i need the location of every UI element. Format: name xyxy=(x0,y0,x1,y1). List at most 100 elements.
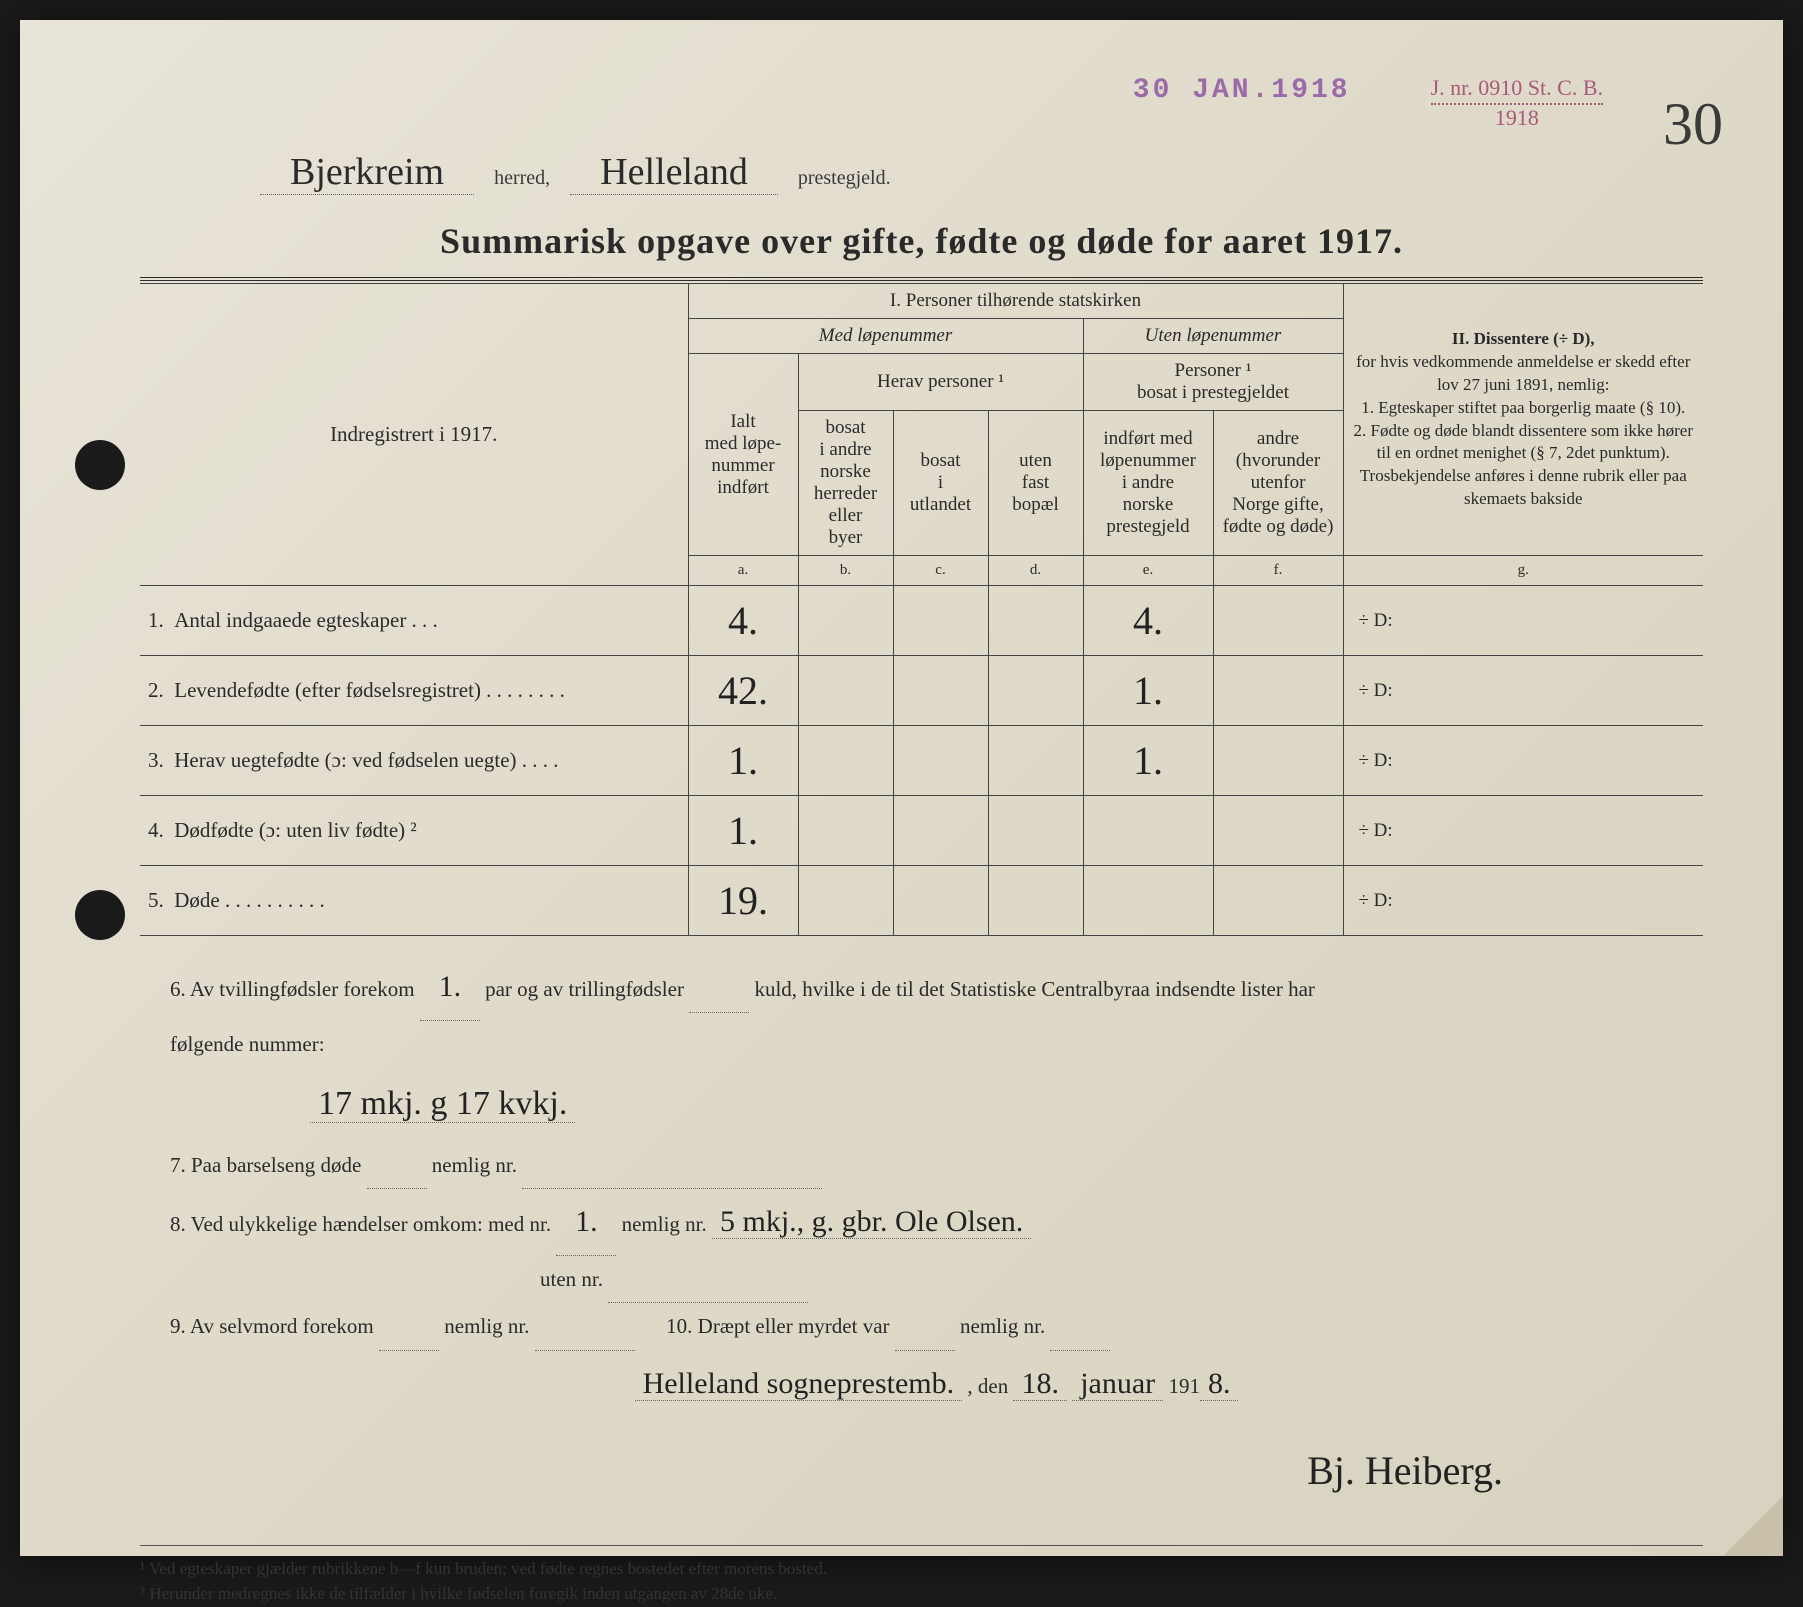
notes-block: 6. Av tvillingfødsler forekom 1. par og … xyxy=(140,954,1703,1515)
year-suffix: 8. xyxy=(1200,1367,1239,1401)
cell-c xyxy=(893,586,988,656)
q8-blank xyxy=(608,1256,808,1303)
folded-corner xyxy=(1723,1496,1783,1556)
q10a: 10. Dræpt eller myrdet var xyxy=(666,1314,889,1338)
table-body: 1. Antal indgaaede egteskaper . . .4.4.÷… xyxy=(140,586,1703,936)
q10-blank2 xyxy=(1050,1303,1110,1350)
cell-f xyxy=(1213,796,1343,866)
herav-personer: Herav personer ¹ xyxy=(798,354,1083,411)
cell-g: ÷ D: xyxy=(1343,726,1703,796)
q9a: 9. Av selvmord forekom xyxy=(170,1314,374,1338)
med-lopenummer-text: Med løpenummer xyxy=(819,325,953,346)
q6d: følgende nummer: xyxy=(170,1032,325,1056)
cell-c xyxy=(893,866,988,936)
place: Helleland sogneprestemb. xyxy=(635,1367,963,1401)
cell-g: ÷ D: xyxy=(1343,586,1703,656)
herred-value: Bjerkreim xyxy=(260,150,474,195)
place-date-line: Helleland sogneprestemb. , den 18. janua… xyxy=(170,1351,1703,1417)
cell-d xyxy=(988,866,1083,936)
section-II-header: II. Dissentere (÷ D), for hvis vedkommen… xyxy=(1343,284,1703,556)
col-d-header: uten fast bopæl xyxy=(988,411,1083,556)
table-head: Indregistrert i 1917. I. Personer tilhør… xyxy=(140,284,1703,586)
signature-line: Bj. Heiberg. xyxy=(170,1427,1703,1515)
cell-g: ÷ D: xyxy=(1343,866,1703,936)
punch-hole xyxy=(75,440,125,490)
q6a: 6. Av tvillingfødsler forekom xyxy=(170,977,415,1001)
col-a-header: Ialt med løpe- nummer indført xyxy=(688,354,798,556)
col-f-header: andre (hvorunder utenfor Norge gifte, fø… xyxy=(1213,411,1343,556)
cell-f xyxy=(1213,866,1343,936)
q6b: par og av trillingfødsler xyxy=(485,977,684,1001)
table-row: 2. Levendefødte (efter fødselsregistret)… xyxy=(140,656,1703,726)
date-stamp: 30 JAN.1918 xyxy=(1133,75,1351,106)
q8-line: 8. Ved ulykkelige hændelser omkom: med n… xyxy=(170,1189,1703,1256)
row-label: 3. Herav uegtefødte (ɔ: ved fødselen ueg… xyxy=(140,726,688,796)
q8-val: 5 mkj., g. gbr. Ole Olsen. xyxy=(712,1205,1031,1239)
document-page: 30 JAN.1918 J. nr. 0910 St. C. B. 1918 3… xyxy=(20,20,1783,1556)
section-I-header: I. Personer tilhørende statskirken xyxy=(688,284,1343,319)
q9-blank xyxy=(379,1303,439,1350)
cell-f xyxy=(1213,586,1343,656)
prestegjeld-value: Helleland xyxy=(570,150,778,195)
main-table: Indregistrert i 1917. I. Personer tilhør… xyxy=(140,283,1703,936)
footnotes: ¹ Ved egteskaper gjælder rubrikkene b—f … xyxy=(140,1545,1703,1607)
col-c-header: bosat i utlandet xyxy=(893,411,988,556)
cell-g: ÷ D: xyxy=(1343,656,1703,726)
cell-d xyxy=(988,796,1083,866)
signature: Bj. Heiberg. xyxy=(1307,1448,1503,1493)
cell-a: 1. xyxy=(688,796,798,866)
q6-twins: 1. xyxy=(420,954,480,1021)
table-row: Indregistrert i 1917. I. Personer tilhør… xyxy=(140,284,1703,319)
letter-f: f. xyxy=(1213,556,1343,586)
q7-blank xyxy=(367,1142,427,1189)
q9-blank2 xyxy=(535,1303,635,1350)
q6-triplets xyxy=(689,966,749,1013)
q8c: uten nr. xyxy=(540,1267,603,1291)
cell-e xyxy=(1083,796,1213,866)
letter-d: d. xyxy=(988,556,1083,586)
cell-g: ÷ D: xyxy=(1343,796,1703,866)
table-row: 3. Herav uegtefødte (ɔ: ved fødselen ueg… xyxy=(140,726,1703,796)
letter-g: g. xyxy=(1343,556,1703,586)
document-title: Summarisk opgave over gifte, fødte og dø… xyxy=(140,220,1703,262)
q8-line2: uten nr. xyxy=(170,1256,1703,1303)
footnote-2: ² Herunder medregnes ikke de tilfælder i… xyxy=(140,1581,1703,1607)
q6-line2: følgende nummer: xyxy=(170,1021,1703,1067)
q7-blank2 xyxy=(522,1142,822,1189)
uten-lopenummer-text: Uten løpenummer xyxy=(1145,325,1282,346)
section-II-title: II. Dissentere (÷ D), xyxy=(1352,328,1696,351)
stamp-area: 30 JAN.1918 J. nr. 0910 St. C. B. 1918 xyxy=(1133,75,1603,132)
cell-d xyxy=(988,656,1083,726)
footnote-1: ¹ Ved egteskaper gjælder rubrikkene b—f … xyxy=(140,1556,1703,1582)
cell-a: 4. xyxy=(688,586,798,656)
cell-f xyxy=(1213,656,1343,726)
cell-d xyxy=(988,586,1083,656)
journal-number-stamp: J. nr. 0910 St. C. B. 1918 xyxy=(1431,75,1603,132)
row-label: 1. Antal indgaaede egteskaper . . . xyxy=(140,586,688,656)
cell-f xyxy=(1213,726,1343,796)
table-row: 4. Dødfødte (ɔ: uten liv fødte) ²1.÷ D: xyxy=(140,796,1703,866)
den: , den xyxy=(967,1374,1008,1398)
table-row: 5. Døde . . . . . . . . . .19.÷ D: xyxy=(140,866,1703,936)
q6-value: 17 mkj. g 17 kvkj. xyxy=(310,1085,575,1123)
cell-e xyxy=(1083,866,1213,936)
herred-label: herred, xyxy=(494,167,550,190)
rule xyxy=(140,277,1703,281)
date-month: januar xyxy=(1072,1367,1163,1401)
q9-q10-line: 9. Av selvmord forekom nemlig nr. 10. Dr… xyxy=(170,1303,1703,1350)
cell-e: 1. xyxy=(1083,656,1213,726)
cell-b xyxy=(798,586,893,656)
cell-b xyxy=(798,866,893,936)
uten-lopenummer: Uten løpenummer xyxy=(1083,319,1343,354)
year-prefix: 191 xyxy=(1168,1374,1200,1398)
q7b: nemlig nr. xyxy=(432,1153,517,1177)
cell-c xyxy=(893,656,988,726)
q10-blank xyxy=(895,1303,955,1350)
jnr-top: J. nr. 0910 St. C. B. xyxy=(1431,75,1603,105)
jnr-bottom: 1918 xyxy=(1431,105,1603,131)
cell-e: 1. xyxy=(1083,726,1213,796)
cell-a: 1. xyxy=(688,726,798,796)
section-II-body: for hvis vedkommende anmeldelse er skedd… xyxy=(1352,351,1696,512)
cell-d xyxy=(988,726,1083,796)
cell-c xyxy=(893,796,988,866)
